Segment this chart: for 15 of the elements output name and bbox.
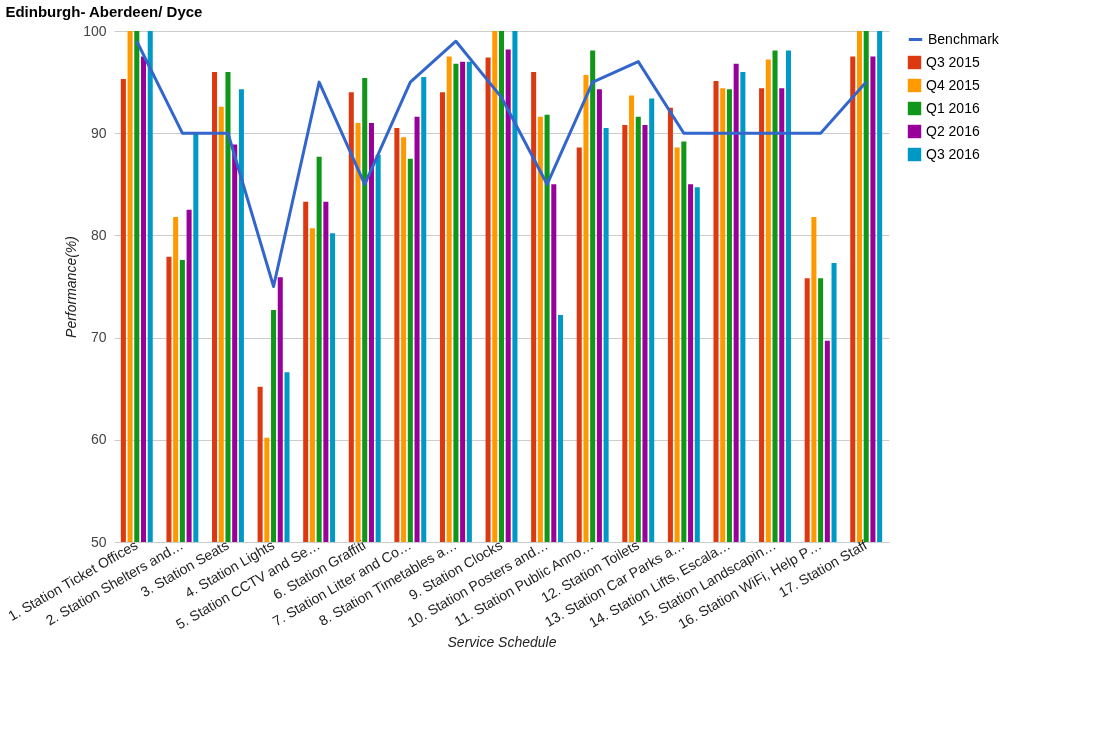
legend-label: Benchmark	[928, 30, 1000, 47]
y-tick-label: 60	[90, 431, 107, 448]
x-axis-title: Service Schedule	[447, 634, 557, 651]
chart-title: Edinburgh- Aberdeen/ Dyce	[5, 3, 203, 20]
legend-label: Q1 2016	[926, 99, 980, 116]
line-series	[135, 39, 868, 288]
legend-label: Q3 2015	[926, 53, 980, 70]
legend-label: Q3 2016	[926, 145, 980, 162]
y-tick-label: 80	[90, 226, 107, 243]
y-tick-label: 100	[83, 22, 107, 39]
y-tick-label: 90	[90, 124, 107, 141]
legend-label: Q2 2016	[926, 122, 980, 139]
legend-label: Q4 2015	[926, 76, 980, 93]
y-tick-label: 70	[90, 329, 107, 346]
y-axis-title: Performance(%)	[63, 236, 80, 338]
